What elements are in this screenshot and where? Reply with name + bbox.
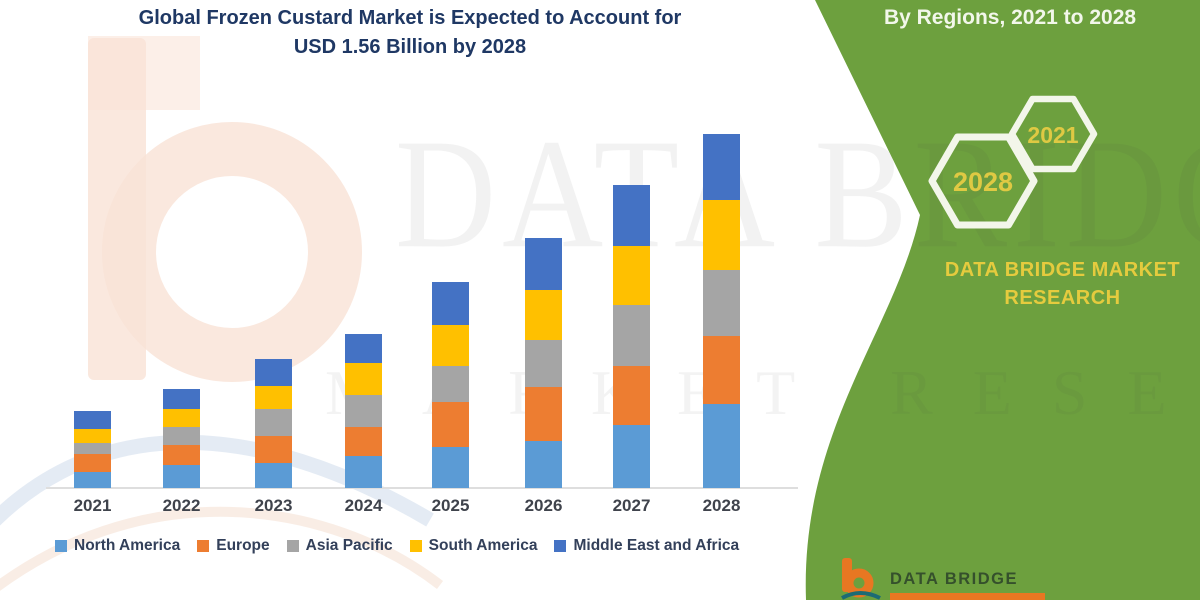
chart-title-line2: USD 1.56 Billion by 2028	[293, 36, 527, 58]
bar-segment	[525, 340, 562, 387]
footer-logo-text: DATA BRIDGE	[890, 570, 1019, 588]
bar-segment	[255, 386, 292, 409]
bar-segment	[613, 366, 650, 425]
legend-label: South America	[428, 537, 538, 554]
bar-segment	[613, 425, 650, 488]
chart-title: Global Frozen Custard Market is Expected…	[60, 4, 760, 62]
chart-title-line1: Global Frozen Custard Market is Expected…	[138, 7, 682, 29]
bar-2028	[703, 134, 740, 488]
hexagon-2021-label: 2021	[1027, 122, 1079, 148]
legend-item: Middle East and Africa	[554, 537, 739, 555]
bar-segment	[613, 246, 650, 305]
bar-segment	[525, 238, 562, 290]
legend-label: Middle East and Africa	[573, 537, 740, 554]
bar-2026	[525, 238, 562, 488]
x-axis-label: 2026	[524, 496, 563, 515]
bar-segment	[703, 200, 740, 270]
bar-segment	[163, 389, 200, 409]
hexagon-2028-label: 2028	[952, 167, 1014, 197]
bar-2025	[432, 282, 469, 488]
bar-segment	[703, 336, 740, 404]
x-axis-label: 2028	[702, 496, 741, 515]
bar-segment	[255, 409, 292, 436]
legend-swatch-icon	[554, 540, 567, 552]
bar-segment	[703, 270, 740, 336]
green-panel-shape	[805, 0, 1200, 600]
bar-segment	[163, 409, 200, 427]
bar-segment	[525, 290, 562, 340]
x-axis-label: 2027	[612, 496, 651, 515]
bar-segment	[703, 404, 740, 488]
bar-segment	[74, 411, 111, 429]
bar-segment	[613, 185, 650, 246]
bar-segment	[432, 366, 469, 402]
brand-text-line2: RESEARCH	[1004, 287, 1121, 309]
bar-segment	[525, 387, 562, 441]
brand-text: DATA BRIDGE MARKET RESEARCH	[915, 256, 1200, 312]
bar-segment	[432, 402, 469, 447]
bar-2027	[613, 185, 650, 488]
side-panel-heading: By Regions, 2021 to 2028	[883, 6, 1137, 29]
footer-logo-band	[890, 593, 1045, 600]
bar-segment	[345, 395, 382, 427]
bar-segment	[432, 282, 469, 325]
brand-text-line1: DATA BRIDGE MARKET	[944, 259, 1181, 281]
footer-logo-b-icon	[841, 558, 881, 600]
bar-segment	[525, 441, 562, 488]
bar-segment	[432, 325, 469, 366]
bar-segment	[703, 134, 740, 200]
bar-segment	[432, 447, 469, 488]
bar-segment	[613, 305, 650, 366]
